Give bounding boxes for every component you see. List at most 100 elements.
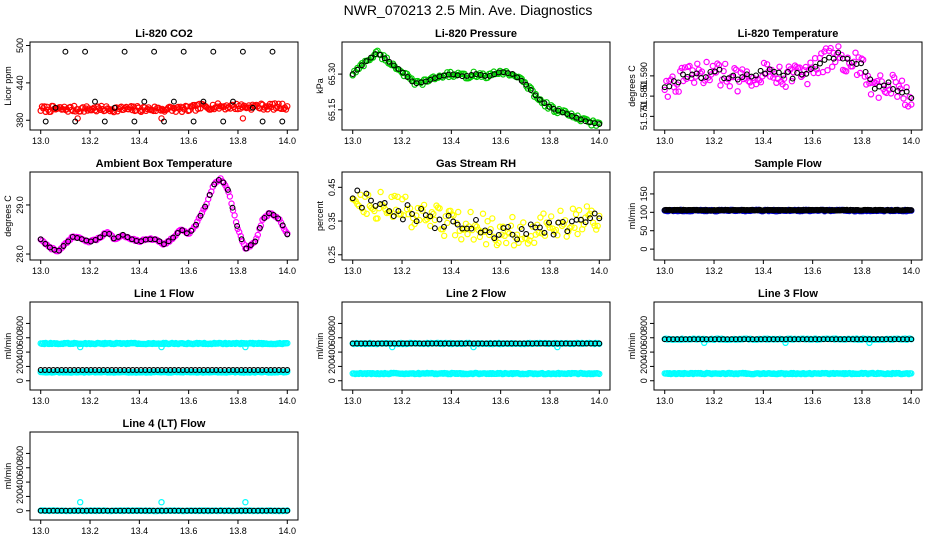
series-average xyxy=(37,367,291,373)
data-point xyxy=(596,370,603,378)
data-point xyxy=(243,245,250,252)
data-point xyxy=(695,336,702,343)
data-point xyxy=(242,367,249,373)
data-point xyxy=(112,507,119,514)
y-tick-label: 800 xyxy=(639,316,649,331)
data-point xyxy=(220,118,227,125)
data-point xyxy=(250,367,257,373)
data-point xyxy=(121,507,128,514)
data-point xyxy=(804,80,811,88)
data-point xyxy=(537,214,544,221)
data-point xyxy=(546,219,553,226)
chart-title: Line 4 (LT) Flow xyxy=(123,418,206,430)
data-point xyxy=(816,336,823,343)
data-point xyxy=(204,367,211,373)
data-point xyxy=(572,210,580,218)
y-tick-label: 800 xyxy=(15,446,25,461)
y-tick-label: 28.0 xyxy=(15,245,25,263)
x-tick-label: 13.2 xyxy=(393,136,411,146)
chart-title: Line 3 Flow xyxy=(758,288,818,300)
data-point xyxy=(196,507,203,514)
data-point xyxy=(386,208,393,215)
data-point xyxy=(820,336,827,343)
y-tick-label: 200 xyxy=(15,359,25,374)
data-point xyxy=(550,231,557,238)
data-point xyxy=(711,336,718,343)
data-point xyxy=(548,213,555,220)
data-point xyxy=(420,340,427,347)
data-point xyxy=(451,231,459,239)
data-point xyxy=(46,244,53,251)
data-point xyxy=(275,215,282,222)
y-tick-label: 0 xyxy=(327,378,337,383)
data-point xyxy=(75,507,82,514)
x-tick-label: 14.0 xyxy=(279,266,297,276)
data-point xyxy=(121,367,128,373)
data-point xyxy=(512,340,519,347)
y-tick-label: 0 xyxy=(639,247,649,252)
data-point xyxy=(427,213,434,220)
x-tick-label: 13.0 xyxy=(656,136,674,146)
data-point xyxy=(142,507,149,514)
data-point xyxy=(282,106,290,113)
data-point xyxy=(267,507,274,514)
data-point xyxy=(684,73,691,80)
x-tick-label: 13.8 xyxy=(229,396,247,406)
y-tick-label: 65.15 xyxy=(327,99,337,122)
data-point xyxy=(363,190,370,197)
x-tick-label: 13.6 xyxy=(804,266,822,276)
data-point xyxy=(217,507,224,514)
data-point xyxy=(154,507,161,514)
series-average xyxy=(349,340,603,347)
data-point xyxy=(112,367,119,373)
data-point xyxy=(722,60,729,68)
data-point xyxy=(358,204,365,211)
x-tick-label: 13.8 xyxy=(853,266,871,276)
y-tick-label: 150 xyxy=(639,186,649,201)
data-point xyxy=(408,223,415,231)
data-point xyxy=(82,48,89,55)
y-tick-label: 0.25 xyxy=(327,246,337,264)
data-point xyxy=(209,367,216,373)
data-point xyxy=(535,229,543,237)
data-point xyxy=(496,340,502,347)
data-point xyxy=(571,340,578,347)
data-point xyxy=(368,54,374,61)
x-tick-label: 14.0 xyxy=(903,396,921,406)
data-point xyxy=(778,336,785,343)
series-average xyxy=(349,187,603,243)
data-point xyxy=(151,48,158,55)
data-point xyxy=(468,225,475,232)
y-tick-label: 380 xyxy=(15,113,25,128)
data-point xyxy=(736,336,743,343)
data-point xyxy=(510,242,518,249)
data-point xyxy=(198,209,206,216)
data-point xyxy=(466,340,473,347)
data-point xyxy=(427,222,434,230)
data-point xyxy=(694,60,701,68)
data-point xyxy=(404,74,411,80)
chart-title: Line 2 Flow xyxy=(446,288,506,300)
data-point xyxy=(470,343,477,351)
data-point xyxy=(843,68,850,75)
data-point xyxy=(256,224,263,231)
data-point xyxy=(817,60,823,67)
data-point xyxy=(455,208,462,216)
y-tick-label: 600 xyxy=(639,330,649,345)
data-point xyxy=(486,229,493,236)
data-point xyxy=(414,204,421,212)
chart-title: Gas Stream RH xyxy=(436,158,516,170)
series-raw-low xyxy=(661,369,915,378)
data-point xyxy=(259,507,266,514)
data-point xyxy=(366,340,373,347)
data-point xyxy=(399,216,406,223)
data-point xyxy=(179,367,186,373)
y-tick-label: 50 xyxy=(639,226,649,236)
series-raw xyxy=(37,339,291,348)
data-point xyxy=(46,367,53,373)
data-point xyxy=(437,340,444,347)
data-point xyxy=(890,86,896,92)
data-point xyxy=(349,195,356,202)
data-point xyxy=(582,219,589,226)
data-point xyxy=(279,222,286,229)
